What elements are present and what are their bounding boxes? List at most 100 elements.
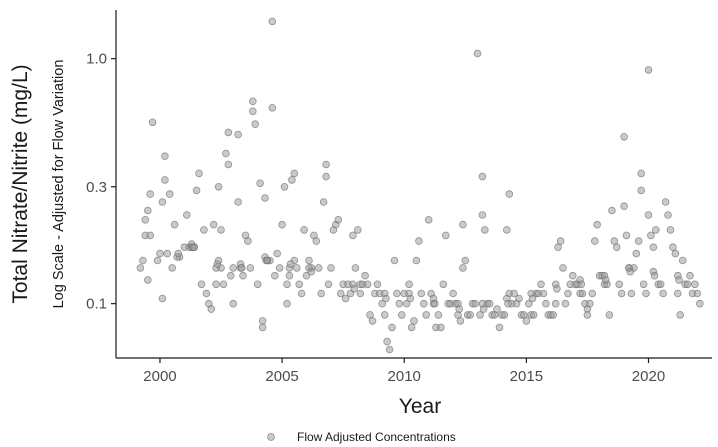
data-point xyxy=(410,317,418,325)
data-point xyxy=(327,264,335,272)
data-point xyxy=(249,97,257,106)
data-point xyxy=(322,172,330,181)
data-point xyxy=(161,176,169,184)
data-point xyxy=(280,183,289,191)
data-point xyxy=(485,299,494,308)
x-tick-label: 2010 xyxy=(388,368,421,385)
data-point xyxy=(495,323,504,332)
data-point xyxy=(361,271,369,280)
data-point xyxy=(251,120,260,128)
data-point xyxy=(195,169,203,178)
data-points xyxy=(136,17,704,354)
data-point xyxy=(249,107,257,116)
data-point xyxy=(256,179,264,188)
data-point xyxy=(424,216,433,224)
data-point xyxy=(650,271,659,280)
data-point xyxy=(174,249,183,258)
data-point xyxy=(551,299,560,308)
data-point xyxy=(286,260,295,268)
data-point xyxy=(312,237,321,245)
data-point xyxy=(141,216,150,224)
data-point xyxy=(480,226,489,234)
data-point xyxy=(588,289,597,298)
data-point xyxy=(441,231,450,240)
data-point xyxy=(200,226,208,234)
data-point xyxy=(356,289,365,298)
legend-label: Flow Adjusted Concentrations xyxy=(297,430,456,444)
data-point xyxy=(691,280,699,289)
data-point xyxy=(382,294,390,303)
data-point xyxy=(273,249,282,258)
data-point xyxy=(290,169,299,178)
data-point xyxy=(390,256,399,265)
data-point xyxy=(153,256,162,265)
data-point xyxy=(671,249,680,258)
data-point xyxy=(459,264,467,272)
data-point xyxy=(461,256,470,265)
data-point xyxy=(693,289,702,298)
data-point xyxy=(564,289,572,298)
data-point xyxy=(238,264,246,272)
data-point xyxy=(676,311,684,319)
data-point xyxy=(612,243,621,252)
data-point xyxy=(522,317,531,325)
data-point xyxy=(229,299,238,308)
data-point xyxy=(529,311,538,319)
data-point xyxy=(466,311,475,319)
data-point xyxy=(158,198,167,206)
data-point xyxy=(449,289,457,298)
data-point xyxy=(202,289,211,298)
data-point xyxy=(561,299,570,308)
x-tick-label: 2005 xyxy=(265,368,298,385)
data-point xyxy=(510,289,518,298)
data-point xyxy=(505,190,514,198)
data-point xyxy=(307,267,316,276)
data-point xyxy=(212,280,220,289)
data-point xyxy=(373,280,382,289)
data-point xyxy=(479,305,488,313)
data-point xyxy=(634,237,643,245)
data-point xyxy=(644,66,653,74)
data-point xyxy=(385,345,394,354)
data-point xyxy=(207,305,216,313)
data-point xyxy=(473,49,482,58)
data-point xyxy=(192,186,201,195)
data-point xyxy=(476,311,484,319)
data-point xyxy=(285,271,294,280)
data-point xyxy=(695,299,704,308)
data-point xyxy=(528,294,537,303)
data-point xyxy=(556,237,565,245)
data-point xyxy=(666,226,675,234)
data-point xyxy=(539,289,548,298)
data-point xyxy=(288,176,296,184)
x-tick-label: 2000 xyxy=(143,368,176,385)
data-point xyxy=(146,190,155,198)
data-point xyxy=(673,289,682,298)
data-point xyxy=(415,237,423,245)
data-point xyxy=(229,264,238,272)
data-point xyxy=(649,243,658,252)
data-point xyxy=(559,264,567,272)
data-point xyxy=(639,280,648,289)
data-point xyxy=(302,271,311,280)
data-point xyxy=(261,194,269,202)
x-tick-label: 2015 xyxy=(510,368,543,385)
data-point xyxy=(161,152,169,161)
legend-marker xyxy=(267,433,275,441)
data-point xyxy=(383,337,391,346)
data-point xyxy=(292,264,301,272)
data-point xyxy=(222,149,230,158)
data-point xyxy=(168,264,177,272)
data-point xyxy=(622,231,631,240)
data-point xyxy=(478,172,487,181)
data-point xyxy=(234,198,242,206)
y-tick-label: 0.1 xyxy=(86,296,107,313)
data-point xyxy=(263,256,272,265)
data-point xyxy=(283,280,291,289)
data-point xyxy=(626,267,634,276)
data-point xyxy=(368,317,377,325)
data-point xyxy=(583,311,592,319)
data-point xyxy=(434,311,443,319)
data-point xyxy=(353,226,362,234)
